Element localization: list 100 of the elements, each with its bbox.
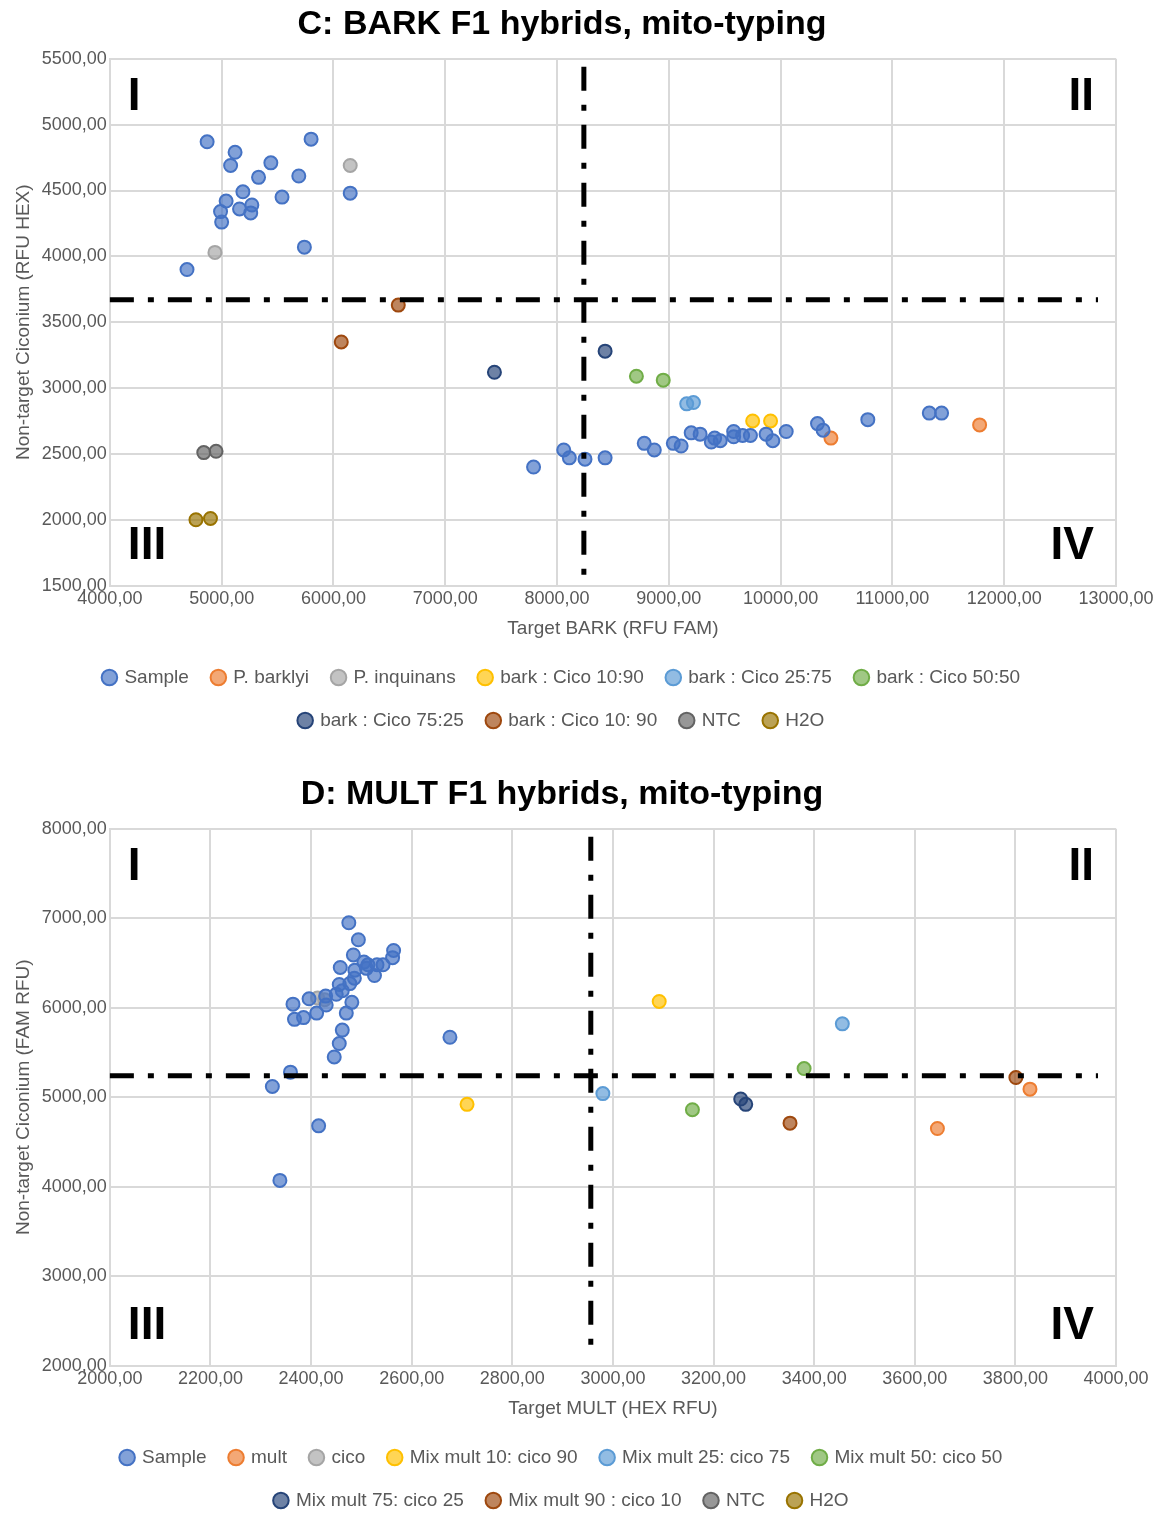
legend-label: bark : Cico 50:50 bbox=[876, 665, 1021, 687]
x-tick-label: 12000,00 bbox=[966, 588, 1042, 609]
x-tick-label: 7000,00 bbox=[412, 588, 478, 609]
point bbox=[745, 413, 761, 429]
point bbox=[375, 957, 391, 973]
point bbox=[301, 991, 317, 1007]
y-tick-label: 4500,00 bbox=[41, 179, 107, 200]
legend-label: Mix mult 10: cico 90 bbox=[409, 1445, 578, 1467]
point bbox=[303, 131, 319, 147]
chart-title: C: BARK F1 hybrids, mito-typing bbox=[297, 2, 827, 41]
x-tick-label: 6000,00 bbox=[300, 588, 366, 609]
point bbox=[318, 997, 334, 1013]
point bbox=[344, 994, 360, 1010]
y-tick-label: 7000,00 bbox=[41, 907, 107, 928]
point bbox=[264, 1078, 280, 1094]
x-tick-label: 3000,00 bbox=[580, 1368, 646, 1389]
point bbox=[208, 443, 224, 459]
x-tick-label: 11000,00 bbox=[855, 588, 930, 609]
point bbox=[342, 157, 358, 173]
point bbox=[286, 1011, 302, 1027]
legend-label: bark : Cico 25:75 bbox=[688, 665, 832, 687]
x-tick-label: 3400,00 bbox=[781, 1368, 847, 1389]
point bbox=[223, 157, 239, 173]
point bbox=[338, 1005, 354, 1021]
legend-label: Mix mult 25: cico 75 bbox=[622, 1445, 791, 1467]
point bbox=[636, 435, 652, 451]
legend-label: cico bbox=[331, 1445, 366, 1467]
annotation: I bbox=[127, 838, 141, 891]
x-tick-label: 9000,00 bbox=[636, 588, 702, 609]
legend-label: mult bbox=[251, 1445, 288, 1467]
y-axis-title: Non-target Ciconium (FAM RFU) bbox=[11, 959, 33, 1235]
annotation: I bbox=[127, 68, 141, 121]
x-axis-title: Target BARK (RFU FAM) bbox=[507, 616, 719, 638]
point bbox=[390, 297, 406, 313]
point bbox=[765, 433, 781, 449]
legend-label: NTC bbox=[725, 1488, 766, 1510]
point bbox=[274, 189, 290, 205]
point bbox=[345, 947, 361, 963]
point bbox=[243, 205, 259, 221]
annotation: IV bbox=[1050, 1297, 1095, 1350]
point bbox=[333, 334, 349, 350]
x-tick-label: 2600,00 bbox=[379, 1368, 445, 1389]
point bbox=[526, 459, 542, 475]
legend-label: Sample bbox=[142, 1445, 207, 1467]
y-tick-label: 2500,00 bbox=[41, 442, 107, 463]
point bbox=[331, 1036, 347, 1052]
x-tick-label: 3200,00 bbox=[681, 1368, 747, 1389]
legend-label: Mix mult 90 : cico 10 bbox=[508, 1488, 682, 1510]
point bbox=[196, 445, 212, 461]
annotation: IV bbox=[1050, 517, 1095, 570]
point bbox=[782, 1115, 798, 1131]
point bbox=[272, 1172, 288, 1188]
y-tick-label: 4000,00 bbox=[41, 1175, 107, 1196]
point bbox=[934, 405, 950, 421]
point bbox=[179, 262, 195, 278]
y-tick-label: 8000,00 bbox=[41, 817, 107, 838]
point bbox=[712, 433, 728, 449]
point bbox=[692, 426, 708, 442]
x-tick-label: 3800,00 bbox=[982, 1368, 1048, 1389]
point bbox=[188, 512, 204, 528]
point bbox=[1022, 1081, 1038, 1097]
legend-label: P. barklyi bbox=[233, 665, 310, 687]
point bbox=[296, 239, 312, 255]
point bbox=[486, 364, 502, 380]
x-tick-label: 10000,00 bbox=[743, 588, 819, 609]
point bbox=[860, 412, 876, 428]
y-tick-label: 2000,00 bbox=[41, 508, 107, 529]
chart-title: D: MULT F1 hybrids, mito-typing bbox=[300, 772, 824, 811]
point bbox=[815, 422, 831, 438]
point bbox=[442, 1029, 458, 1045]
annotation: III bbox=[127, 1297, 167, 1350]
point bbox=[207, 244, 223, 260]
legend-label: bark : Cico 75:25 bbox=[320, 708, 464, 730]
x-tick-label: 4000,00 bbox=[1083, 1368, 1149, 1389]
point bbox=[742, 427, 758, 443]
x-tick-label: 8000,00 bbox=[524, 588, 590, 609]
annotation: III bbox=[127, 517, 167, 570]
point bbox=[929, 1121, 945, 1137]
point bbox=[646, 442, 662, 458]
point bbox=[595, 1086, 611, 1102]
point bbox=[655, 372, 671, 388]
point bbox=[341, 915, 357, 931]
x-tick-label: 2400,00 bbox=[278, 1368, 344, 1389]
point bbox=[334, 1022, 350, 1038]
annotation: II bbox=[1068, 68, 1094, 121]
x-tick-label: 2200,00 bbox=[177, 1368, 244, 1389]
legend-label: Mix mult 50: cico 50 bbox=[834, 1445, 1003, 1467]
x-tick-label: 3600,00 bbox=[882, 1368, 948, 1389]
x-axis-title: Target MULT (HEX RFU) bbox=[508, 1396, 718, 1418]
y-tick-label: 6000,00 bbox=[41, 996, 107, 1017]
point bbox=[796, 1061, 812, 1077]
y-tick-label: 3500,00 bbox=[41, 311, 107, 332]
point bbox=[459, 1096, 475, 1112]
point bbox=[763, 413, 779, 429]
y-tick-label: 3000,00 bbox=[41, 377, 107, 398]
point bbox=[214, 214, 230, 230]
point bbox=[311, 1118, 327, 1134]
point bbox=[685, 395, 701, 411]
legend-label: H2O bbox=[809, 1488, 849, 1510]
y-tick-label: 3000,00 bbox=[41, 1265, 107, 1286]
